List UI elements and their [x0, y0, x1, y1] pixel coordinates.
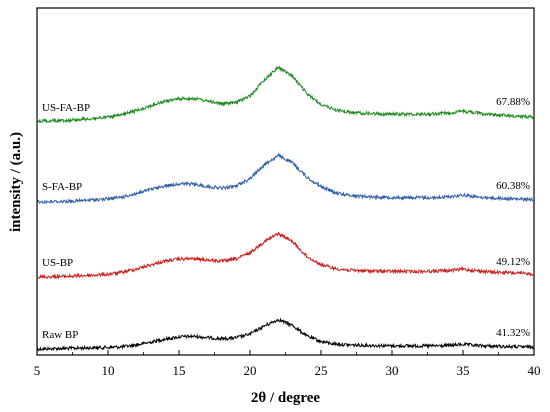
crystallinity-label: 60.38% [496, 180, 530, 192]
series-line-raw-bp [36, 317, 535, 352]
x-tick-label: 35 [457, 363, 470, 378]
crystallinity-label: 49.12% [496, 256, 530, 268]
series-label: US-BP [42, 257, 73, 269]
series-line-s-fa-bp [36, 152, 535, 205]
x-tick-label: 10 [102, 363, 115, 378]
crystallinity-label: 41.32% [496, 327, 530, 339]
series-line-us-bp [36, 232, 535, 280]
series-label: S-FA-BP [42, 181, 82, 193]
x-tick-label: 15 [173, 363, 186, 378]
x-axis: 5 10 15 20 25 30 35 40 [34, 350, 541, 378]
x-tick-label: 25 [315, 363, 328, 378]
series-label: Raw BP [42, 329, 78, 341]
x-tick-label: 5 [34, 363, 41, 378]
x-tick-label: 20 [244, 363, 257, 378]
x-tick-label: 30 [386, 363, 399, 378]
series-layer: Raw BP 41.32% US-BP 49.12% S-FA-BP 60.38% US-F… [36, 65, 535, 352]
crystallinity-label: 67.88% [496, 96, 530, 108]
plot-frame [36, 7, 535, 356]
x-axis-title: 2θ / degree [251, 390, 321, 406]
x-tick-label: 40 [528, 363, 541, 378]
series-line-us-fa-bp [36, 65, 535, 124]
y-axis-title: intensity / (a.u.) [8, 132, 24, 232]
series-label: US-FA-BP [42, 102, 90, 114]
